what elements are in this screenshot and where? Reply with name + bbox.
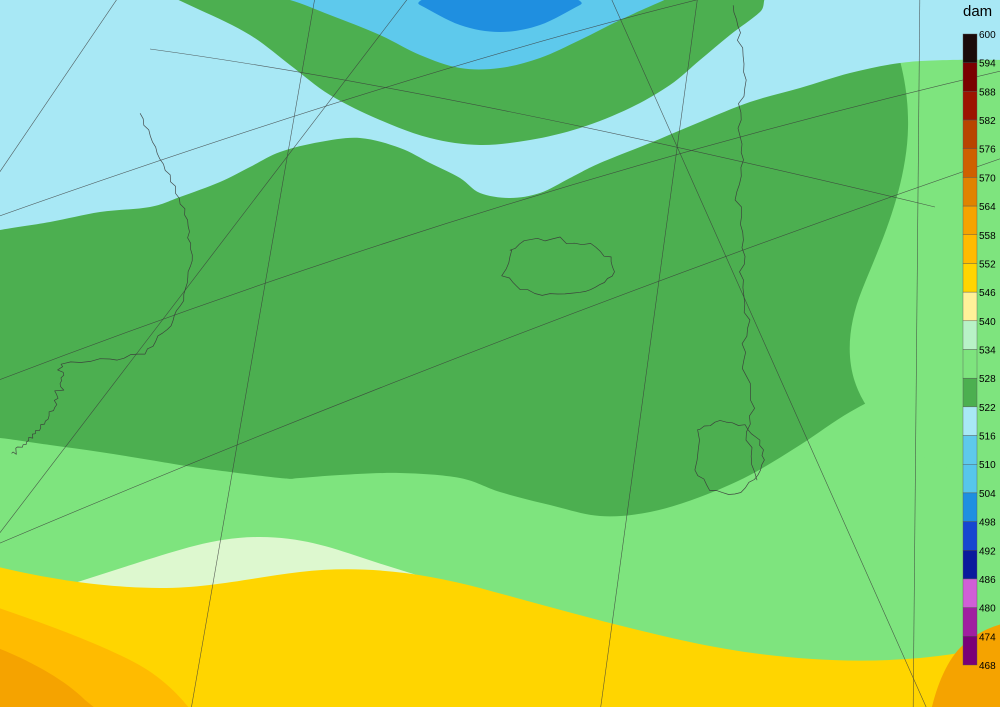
svg-text:594: 594 (979, 59, 996, 70)
svg-text:486: 486 (979, 575, 996, 586)
svg-text:498: 498 (979, 518, 996, 529)
svg-text:492: 492 (979, 546, 996, 557)
svg-text:570: 570 (979, 173, 996, 184)
svg-text:504: 504 (979, 489, 996, 500)
svg-text:588: 588 (979, 87, 996, 98)
svg-text:474: 474 (979, 632, 996, 643)
svg-text:516: 516 (979, 432, 996, 443)
svg-text:528: 528 (979, 374, 996, 385)
svg-text:510: 510 (979, 460, 996, 471)
svg-text:468: 468 (979, 661, 996, 672)
svg-text:558: 558 (979, 231, 996, 242)
svg-text:480: 480 (979, 604, 996, 615)
svg-text:564: 564 (979, 202, 996, 213)
svg-text:dam: dam (963, 3, 992, 20)
svg-text:552: 552 (979, 259, 996, 270)
svg-text:582: 582 (979, 116, 996, 127)
svg-text:540: 540 (979, 317, 996, 328)
svg-text:576: 576 (979, 145, 996, 156)
svg-text:546: 546 (979, 288, 996, 299)
svg-text:522: 522 (979, 403, 996, 414)
svg-text:600: 600 (979, 30, 996, 41)
svg-text:534: 534 (979, 346, 996, 357)
